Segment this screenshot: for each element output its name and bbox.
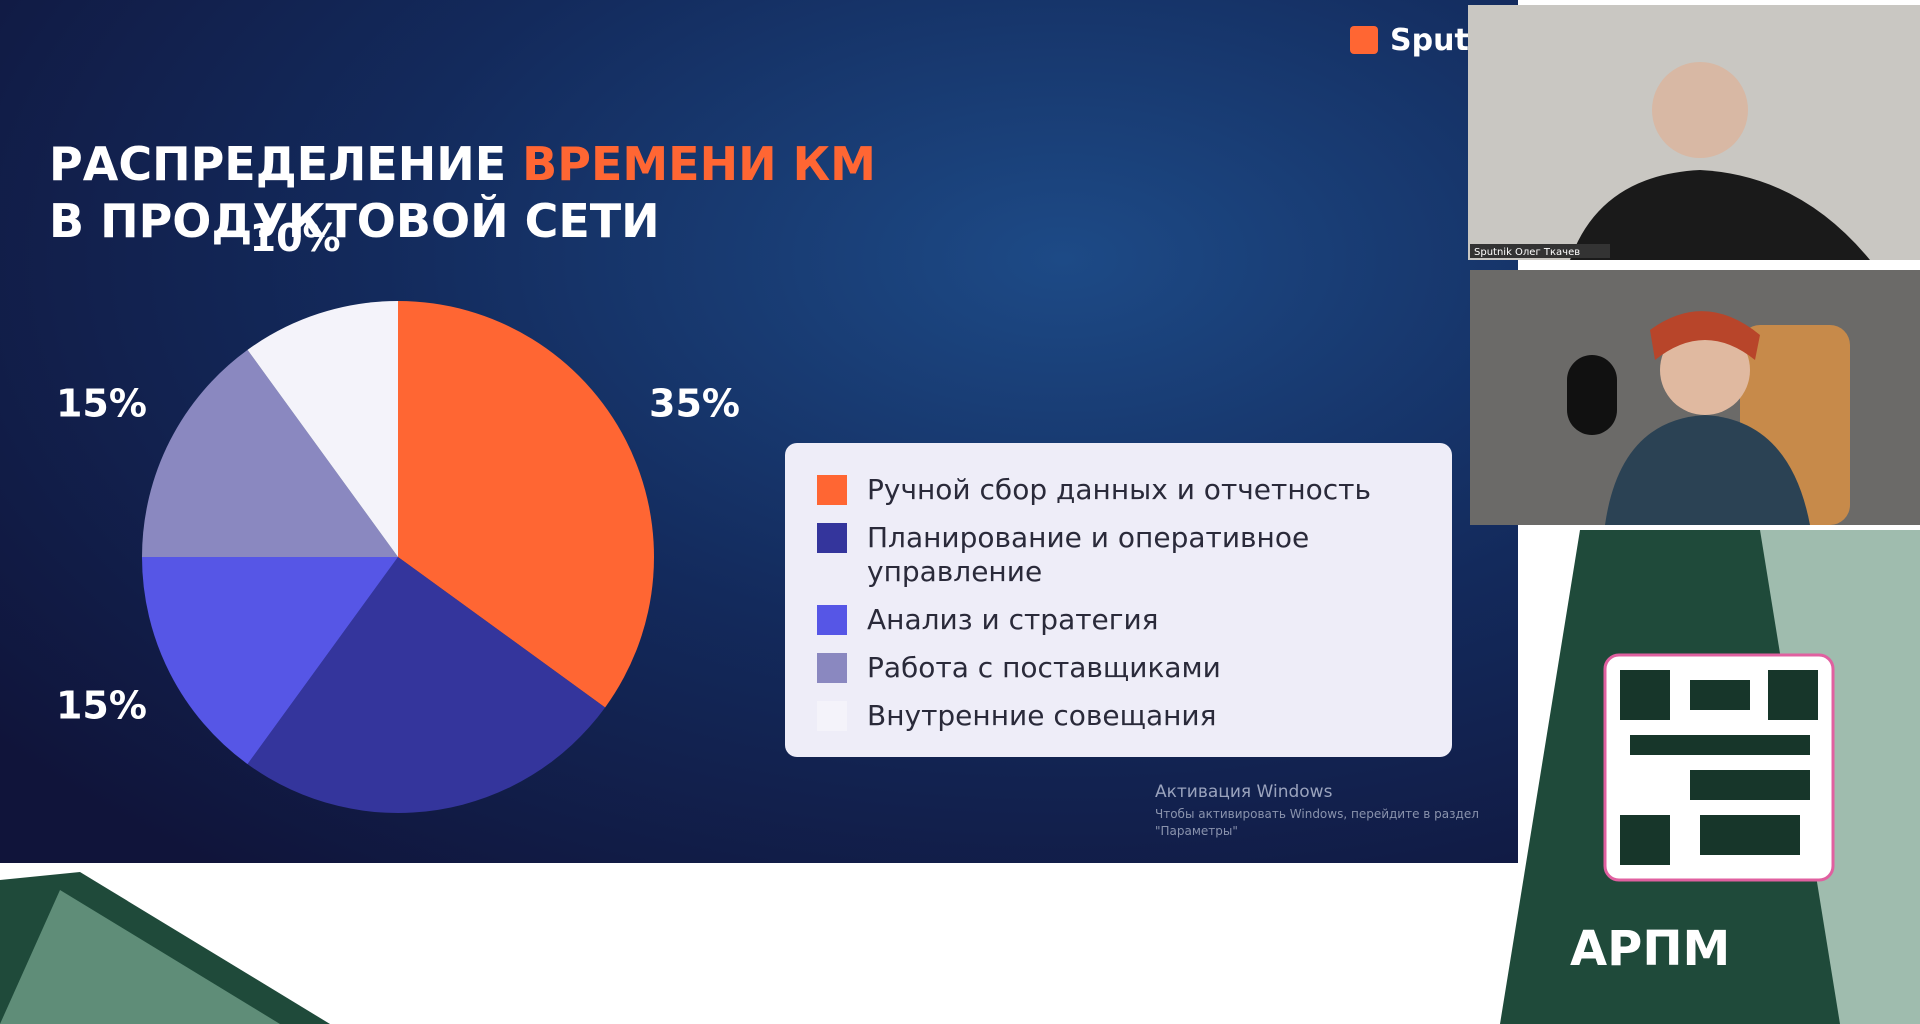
legend-swatch — [817, 653, 847, 683]
legend-label: Планирование и оперативное управление — [867, 521, 1310, 588]
legend-swatch — [817, 701, 847, 731]
pie-slice — [247, 557, 606, 813]
pie-slice — [247, 301, 398, 557]
name-tag — [1470, 244, 1610, 258]
watermark: Активация Windows — [1155, 782, 1333, 802]
pie-slice — [142, 349, 398, 557]
legend-item: Работа с поставщиками — [817, 651, 1422, 685]
data-label: 15% — [56, 684, 147, 728]
legend-label: Внутренние совещания — [867, 699, 1217, 732]
qr-pattern — [1620, 670, 1818, 865]
person — [1570, 170, 1870, 260]
legend-item: Ручной сбор данных и отчетность — [817, 473, 1422, 507]
microphone — [1567, 355, 1617, 435]
brand: АРПМ — [1570, 921, 1730, 977]
title: РАСПРЕДЕЛЕНИЕ ВРЕМЕНИ КМ — [49, 137, 876, 191]
legend-label: Анализ и стратегия — [867, 603, 1159, 636]
decor — [0, 890, 280, 1024]
title: В ПРОДУКТОВОЙ СЕТИ — [49, 194, 660, 248]
data-label: 35% — [649, 381, 740, 425]
watermark: "Параметры" — [1155, 824, 1238, 838]
legend-item: Анализ и стратегия — [817, 603, 1422, 637]
hair — [1650, 311, 1760, 360]
pie-slice — [142, 557, 398, 765]
data-label: 25% — [405, 861, 496, 905]
person — [1660, 325, 1750, 415]
legend-swatch — [817, 523, 847, 553]
logo-icon — [1350, 26, 1378, 54]
legend-item: Внутренние совещания — [817, 699, 1422, 733]
pie-slice — [398, 301, 654, 708]
participant-name: Sputnik Олег Ткачев — [1474, 247, 1580, 258]
person — [1605, 415, 1810, 525]
legend: Ручной сбор данных и отчетность Планирова… — [785, 443, 1452, 757]
watermark: Чтобы активировать Windows, перейдите в … — [1155, 807, 1479, 821]
person — [1652, 62, 1748, 158]
data-label: 10% — [250, 216, 341, 260]
legend-label: Ручной сбор данных и отчетность — [867, 473, 1371, 506]
legend-label: Работа с поставщиками — [867, 651, 1221, 684]
legend-swatch — [817, 475, 847, 505]
legend-swatch — [817, 605, 847, 635]
legend-item: Планирование и оперативное управление — [817, 521, 1422, 589]
data-label: 15% — [56, 381, 147, 425]
